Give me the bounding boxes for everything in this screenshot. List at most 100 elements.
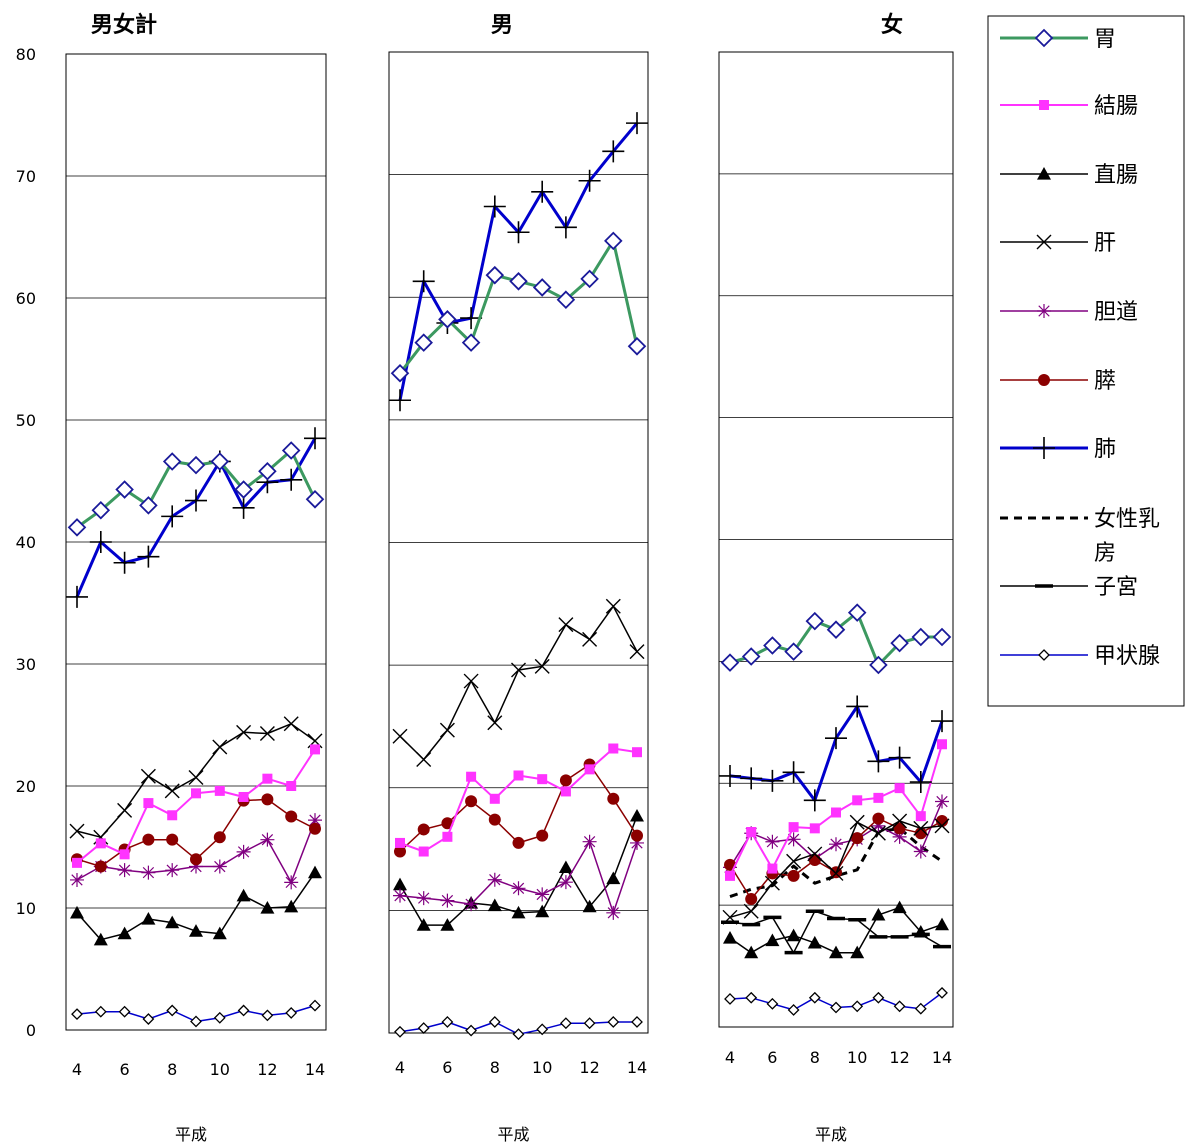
data-point [627, 337, 647, 356]
legend-item: 胃 [1000, 27, 1116, 52]
data-point [261, 1009, 274, 1022]
data-point [511, 905, 526, 919]
data-point [417, 823, 430, 836]
data-point [236, 888, 251, 902]
data-point [630, 835, 644, 850]
data-point [723, 931, 737, 944]
x-tick-label: 14 [932, 1048, 952, 1067]
data-point [261, 793, 274, 806]
data-point [309, 999, 321, 1012]
data-point [466, 771, 477, 782]
legend-label: 結腸 [1094, 94, 1138, 119]
series-結腸 [72, 744, 320, 868]
data-point [602, 140, 625, 163]
series-甲状腺 [71, 999, 321, 1028]
series-直腸 [70, 865, 322, 946]
data-point [720, 653, 740, 672]
data-point [66, 585, 88, 608]
data-point [389, 389, 411, 412]
data-point [578, 169, 601, 192]
data-point [607, 1016, 620, 1028]
panel-title: 男 [491, 13, 513, 38]
data-point [740, 767, 763, 790]
data-point [258, 461, 277, 481]
series-肺 [389, 112, 648, 412]
data-point [464, 897, 479, 912]
data-point [782, 761, 805, 784]
data-point [438, 310, 457, 329]
series-肺 [719, 695, 953, 812]
data-point [166, 833, 179, 846]
data-point [118, 1005, 131, 1018]
data-point [162, 452, 182, 471]
data-point [913, 820, 929, 836]
series-甲状腺 [394, 1016, 643, 1041]
data-point [932, 627, 952, 647]
data-point [280, 468, 303, 491]
y-tick-label: 60 [16, 289, 36, 308]
data-point [487, 872, 502, 887]
series-胆道 [70, 813, 322, 890]
y-tick-label: 10 [16, 899, 36, 918]
legend-item: 肝 [1000, 231, 1116, 256]
data-point [166, 1004, 179, 1017]
data-point [164, 783, 180, 799]
data-point [765, 834, 780, 849]
series-line [399, 747, 638, 853]
legend-marker [1034, 28, 1054, 48]
data-point [580, 269, 599, 289]
x-tick-label: 8 [167, 1060, 177, 1079]
data-point [441, 817, 454, 830]
x-tick-label: 12 [579, 1058, 599, 1077]
data-point [91, 501, 111, 520]
x-tick-label: 10 [210, 1060, 230, 1079]
x-tick-label: 4 [725, 1048, 735, 1067]
data-point [142, 833, 155, 846]
x-tick-label: 8 [490, 1058, 500, 1077]
data-point [89, 531, 112, 553]
data-point [212, 926, 227, 940]
panel-title: 男女計 [91, 12, 157, 38]
data-point [849, 814, 865, 830]
data-point [117, 863, 132, 878]
series-胃 [390, 231, 647, 383]
data-point [556, 290, 576, 309]
y-tick-label: 0 [26, 1021, 36, 1040]
data-point [412, 270, 435, 293]
data-point [608, 743, 619, 754]
data-point [558, 860, 573, 874]
data-point [809, 823, 820, 834]
data-point [488, 1016, 501, 1028]
series-肝 [722, 813, 950, 925]
data-point [632, 747, 642, 758]
data-point [262, 773, 273, 784]
data-point [847, 603, 867, 622]
data-point [67, 518, 87, 537]
data-point [582, 631, 598, 647]
series-膵 [394, 758, 643, 858]
data-point [741, 647, 761, 666]
data-point [893, 822, 906, 835]
data-point [213, 831, 226, 844]
series-line [399, 605, 638, 761]
data-point [532, 278, 552, 297]
data-point [607, 792, 620, 805]
data-point [764, 875, 780, 891]
x-tick-label: 6 [120, 1060, 130, 1079]
data-point [190, 1015, 202, 1028]
data-point [536, 829, 549, 842]
legend-label: 女性乳 [1094, 507, 1160, 532]
era-label: 平成 [175, 1125, 207, 1144]
data-point [872, 991, 885, 1004]
panel-1: 男女計 0 10 20 30 40 50 60 70 80 4 6 8 10 12 14 平成 [16, 12, 327, 1144]
legend-item: 胆道 [1000, 300, 1138, 325]
data-point [284, 899, 299, 913]
data-point [531, 180, 554, 203]
data-point [141, 865, 156, 880]
legend-label: 肝 [1094, 231, 1116, 256]
data-point [186, 455, 206, 475]
x-tick-label: 12 [889, 1048, 909, 1067]
y-tick-label: 70 [16, 167, 36, 186]
data-point [786, 928, 801, 942]
